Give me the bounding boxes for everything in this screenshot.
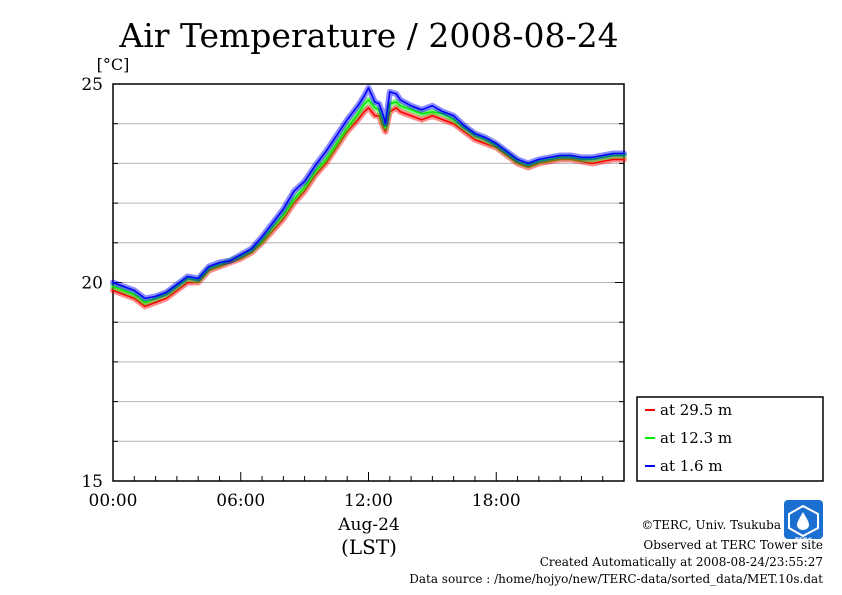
- site-text: Observed at TERC Tower site: [643, 538, 823, 552]
- y-tick-label: 25: [81, 75, 103, 95]
- chart-title: Air Temperature / 2008-08-24: [118, 16, 618, 55]
- y-tick-label: 20: [81, 274, 103, 294]
- series-layer: [110, 85, 627, 310]
- logo-text: TERC: [795, 537, 813, 544]
- terc-logo: TERC: [784, 500, 823, 544]
- x-tick-label: 12:00: [344, 491, 393, 511]
- series-line: [112, 99, 625, 304]
- x-date-label: Aug-24: [337, 515, 399, 535]
- series-band: [110, 96, 627, 306]
- legend-label: at 1.6 m: [660, 457, 723, 475]
- x-tick-label: 18:00: [472, 491, 521, 511]
- y-axis-label: [°C]: [97, 55, 130, 74]
- series-line: [112, 107, 625, 308]
- legend-label: at 12.3 m: [660, 429, 732, 447]
- y-axis: 15 20 25: [81, 75, 624, 492]
- x-timezone-label: (LST): [341, 535, 397, 559]
- copyright-text: ©TERC, Univ. Tsukuba: [641, 518, 781, 532]
- x-axis: 00:00 06:00 12:00 18:00: [89, 472, 625, 511]
- x-tick-label: 06:00: [216, 491, 265, 511]
- created-text: Created Automatically at 2008-08-24/23:5…: [540, 555, 823, 569]
- legend: at 29.5 m at 12.3 m at 1.6 m: [636, 396, 824, 482]
- legend-label: at 29.5 m: [660, 401, 732, 419]
- legend-box: [636, 396, 824, 482]
- series-band: [110, 85, 627, 302]
- y-tick-label: 15: [81, 472, 103, 492]
- source-text: Data source : /home/hojyo/new/TERC-data/…: [409, 572, 823, 586]
- series-line: [112, 87, 625, 300]
- x-tick-label: 00:00: [89, 491, 138, 511]
